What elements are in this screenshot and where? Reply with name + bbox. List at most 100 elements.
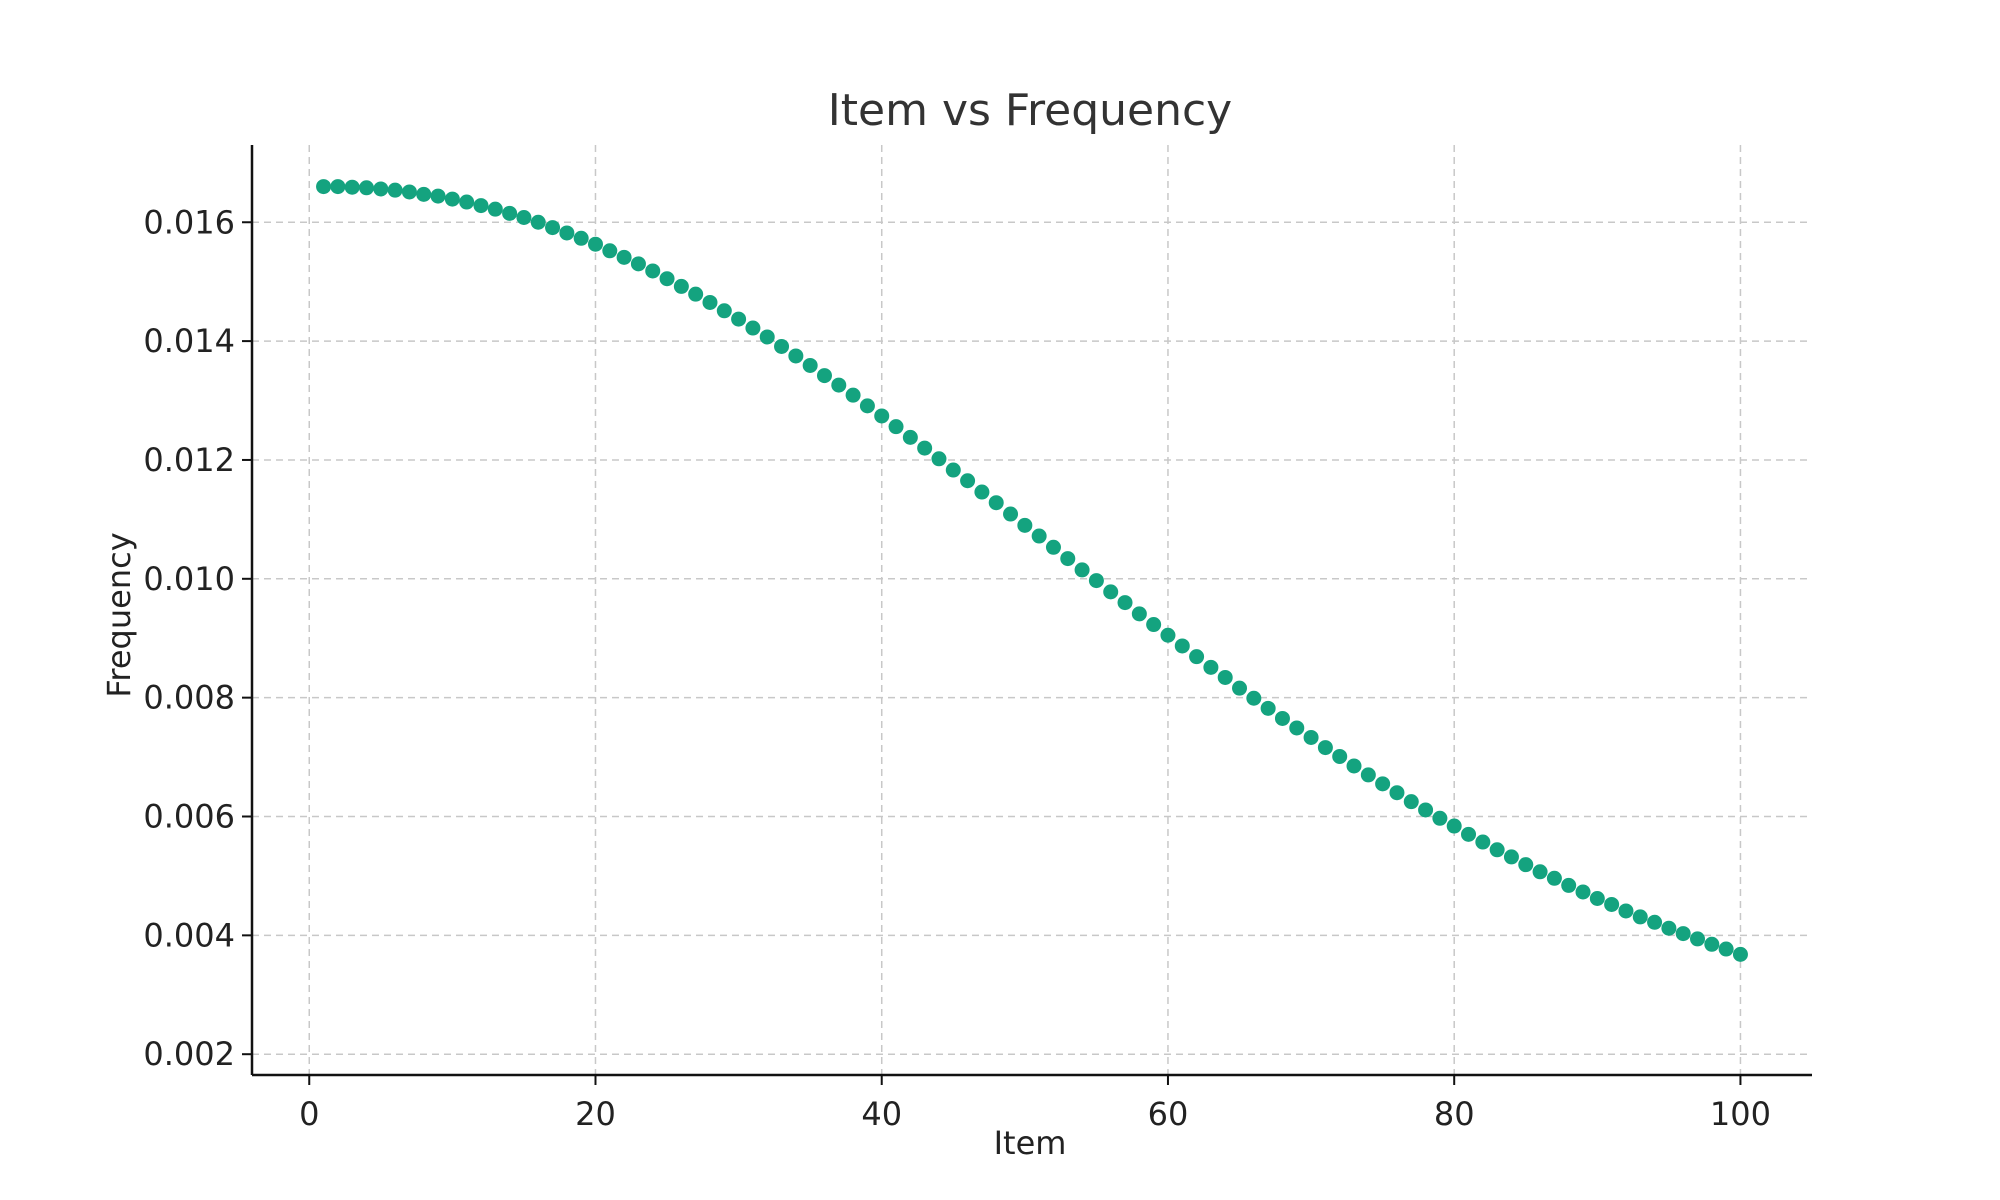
data-point bbox=[1174, 638, 1190, 654]
data-point bbox=[545, 220, 561, 236]
data-point bbox=[745, 320, 761, 336]
data-point bbox=[1045, 539, 1061, 555]
y-tick-label: 0.006 bbox=[143, 798, 235, 836]
data-point bbox=[1232, 680, 1248, 696]
data-point bbox=[673, 278, 689, 294]
y-tick-label: 0.004 bbox=[143, 916, 235, 954]
data-point bbox=[988, 495, 1004, 511]
data-point bbox=[330, 179, 346, 195]
data-point bbox=[1675, 926, 1691, 942]
data-point bbox=[960, 473, 976, 489]
data-point bbox=[1503, 849, 1519, 865]
data-point bbox=[802, 357, 818, 373]
x-tick-label: 20 bbox=[575, 1095, 616, 1133]
data-point bbox=[1317, 740, 1333, 756]
data-point bbox=[774, 338, 790, 354]
y-tick-label: 0.002 bbox=[143, 1035, 235, 1073]
y-tick-label: 0.012 bbox=[143, 441, 235, 479]
data-point bbox=[387, 182, 403, 198]
data-point bbox=[1260, 700, 1276, 716]
data-point bbox=[1274, 710, 1290, 726]
data-point bbox=[444, 191, 460, 207]
data-point bbox=[1289, 720, 1305, 736]
data-point bbox=[487, 201, 503, 217]
data-point bbox=[1432, 810, 1448, 826]
data-point bbox=[1532, 864, 1548, 880]
ticks: 0 20 40 60 80 100 0.002 0.004 0.006 0.008 0.010 0.0… bbox=[143, 203, 1771, 1133]
data-point bbox=[559, 225, 575, 241]
data-point bbox=[1461, 826, 1477, 842]
data-point bbox=[759, 329, 775, 345]
data-point bbox=[573, 230, 589, 246]
data-point bbox=[1732, 946, 1748, 962]
y-axis-label: Frequency bbox=[100, 532, 138, 697]
data-point bbox=[1189, 649, 1205, 665]
data-point bbox=[401, 184, 417, 200]
x-tick-label: 40 bbox=[861, 1095, 902, 1133]
data-point bbox=[587, 236, 603, 252]
data-point bbox=[1446, 818, 1462, 834]
data-point bbox=[831, 377, 847, 393]
data-point bbox=[659, 271, 675, 287]
data-point bbox=[688, 286, 704, 302]
data-points bbox=[316, 179, 1748, 962]
data-point bbox=[1618, 903, 1634, 919]
chart-title: Item vs Frequency bbox=[828, 85, 1232, 136]
data-point bbox=[731, 311, 747, 327]
data-point bbox=[716, 303, 732, 319]
data-point bbox=[1160, 627, 1176, 643]
data-point bbox=[1375, 776, 1391, 792]
data-point bbox=[1546, 870, 1562, 886]
data-point bbox=[1131, 606, 1147, 622]
data-point bbox=[788, 348, 804, 364]
data-point bbox=[1475, 834, 1491, 850]
data-point bbox=[974, 484, 990, 500]
y-tick-label: 0.016 bbox=[143, 203, 235, 241]
data-point bbox=[1332, 748, 1348, 764]
data-point bbox=[1346, 758, 1362, 774]
data-point bbox=[1418, 802, 1434, 818]
x-tick-label: 60 bbox=[1148, 1095, 1189, 1133]
data-point bbox=[845, 387, 861, 403]
data-point bbox=[1575, 884, 1591, 900]
data-point bbox=[1088, 573, 1104, 589]
data-point bbox=[945, 462, 961, 478]
data-point bbox=[616, 249, 632, 265]
data-point bbox=[473, 198, 489, 214]
x-axis-label: Item bbox=[994, 1124, 1067, 1162]
data-point bbox=[516, 209, 532, 225]
data-point bbox=[1017, 517, 1033, 533]
data-point bbox=[1661, 920, 1677, 936]
data-point bbox=[1589, 891, 1605, 907]
data-point bbox=[1303, 729, 1319, 745]
data-point bbox=[1704, 936, 1720, 952]
data-point bbox=[602, 243, 618, 259]
data-point bbox=[1360, 767, 1376, 783]
x-tick-label: 100 bbox=[1710, 1095, 1771, 1133]
data-point bbox=[530, 214, 546, 230]
data-point bbox=[931, 451, 947, 467]
data-point bbox=[917, 440, 933, 456]
data-point bbox=[430, 188, 446, 204]
x-tick-label: 80 bbox=[1434, 1095, 1475, 1133]
y-tick-label: 0.014 bbox=[143, 322, 235, 360]
data-point bbox=[1489, 842, 1505, 858]
data-point bbox=[1060, 551, 1076, 567]
data-point bbox=[630, 256, 646, 272]
data-point bbox=[1389, 785, 1405, 801]
data-point bbox=[1103, 584, 1119, 600]
data-point bbox=[645, 263, 661, 279]
data-point bbox=[1518, 857, 1534, 873]
y-tick-label: 0.008 bbox=[143, 679, 235, 717]
data-point bbox=[1246, 690, 1262, 706]
data-point bbox=[502, 205, 518, 221]
grid bbox=[252, 145, 1812, 1075]
data-point bbox=[358, 180, 374, 196]
data-point bbox=[1117, 595, 1133, 611]
data-point bbox=[816, 368, 832, 384]
data-point bbox=[1031, 528, 1047, 544]
data-point bbox=[373, 181, 389, 197]
axes-spines bbox=[250, 145, 1812, 1077]
